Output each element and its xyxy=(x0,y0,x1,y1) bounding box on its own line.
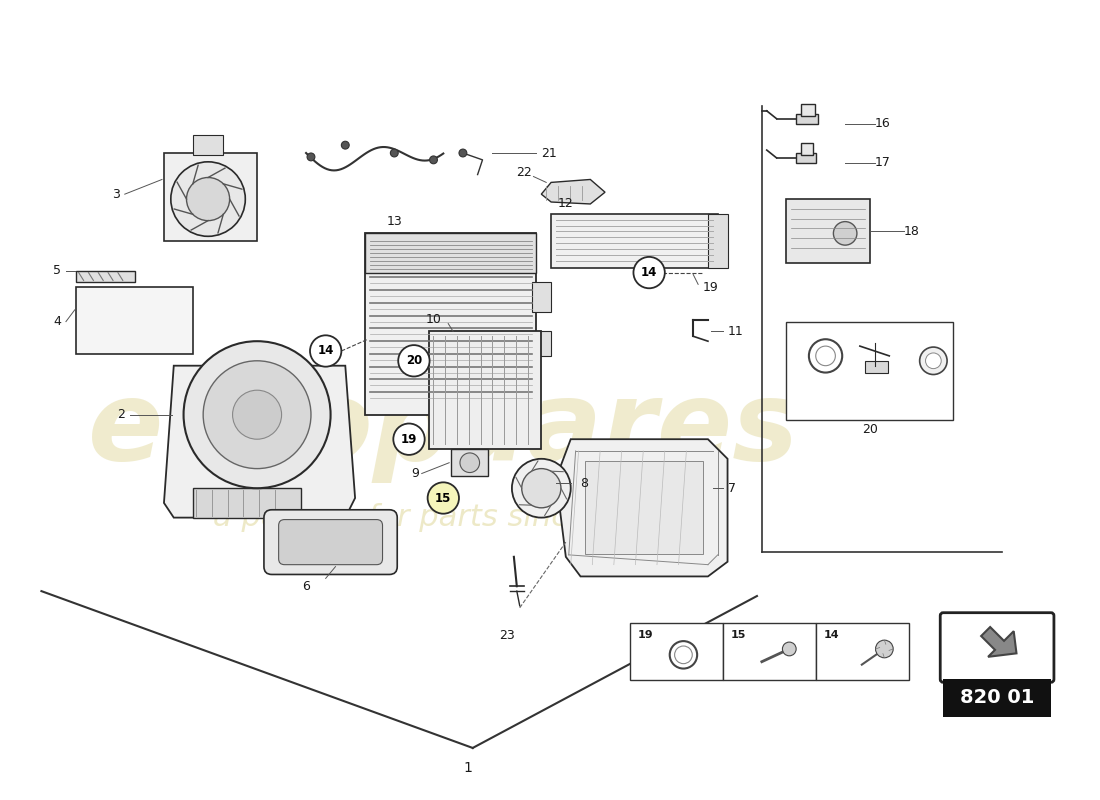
Text: 5: 5 xyxy=(53,264,60,277)
Text: 21: 21 xyxy=(541,146,557,159)
Bar xyxy=(629,623,723,680)
Bar xyxy=(194,135,223,155)
Bar xyxy=(708,214,727,268)
Bar xyxy=(451,449,488,477)
Text: 17: 17 xyxy=(874,156,890,170)
Text: 12: 12 xyxy=(558,198,574,210)
Bar xyxy=(796,153,816,163)
Bar xyxy=(801,143,813,155)
Circle shape xyxy=(808,339,843,373)
Bar xyxy=(796,114,817,123)
Text: 19: 19 xyxy=(703,281,718,294)
Text: 8: 8 xyxy=(581,477,589,490)
Text: 14: 14 xyxy=(824,630,839,640)
Text: 15: 15 xyxy=(436,491,451,505)
Text: 13: 13 xyxy=(386,215,403,228)
Text: 19: 19 xyxy=(400,433,417,446)
Circle shape xyxy=(170,162,245,236)
Circle shape xyxy=(310,335,341,366)
Text: 9: 9 xyxy=(411,467,419,480)
Circle shape xyxy=(428,482,459,514)
Circle shape xyxy=(834,222,857,245)
Bar xyxy=(786,199,870,262)
Bar xyxy=(365,234,537,414)
Text: 6: 6 xyxy=(302,580,310,593)
Text: europaares: europaares xyxy=(88,376,799,483)
Text: 820 01: 820 01 xyxy=(960,689,1034,707)
Circle shape xyxy=(634,257,664,288)
Polygon shape xyxy=(981,627,1016,657)
Bar xyxy=(786,322,953,420)
Text: 10: 10 xyxy=(426,313,441,326)
Circle shape xyxy=(394,423,425,455)
Circle shape xyxy=(876,640,893,658)
Circle shape xyxy=(184,341,331,488)
Text: 20: 20 xyxy=(861,423,878,436)
Bar xyxy=(943,679,1050,717)
Text: 14: 14 xyxy=(641,266,658,279)
Polygon shape xyxy=(556,439,727,577)
Text: 1: 1 xyxy=(463,761,472,774)
Bar xyxy=(76,287,194,354)
Text: 19: 19 xyxy=(637,630,653,640)
Circle shape xyxy=(341,142,349,149)
Circle shape xyxy=(307,153,315,161)
Bar xyxy=(865,361,889,373)
Circle shape xyxy=(459,149,466,157)
FancyBboxPatch shape xyxy=(940,613,1054,682)
Text: 15: 15 xyxy=(730,630,746,640)
Circle shape xyxy=(920,347,947,374)
Bar xyxy=(429,331,541,449)
FancyBboxPatch shape xyxy=(264,510,397,574)
Bar xyxy=(551,214,717,268)
Circle shape xyxy=(925,353,942,369)
Text: 2: 2 xyxy=(117,408,124,422)
Text: 11: 11 xyxy=(727,325,744,338)
Bar xyxy=(365,234,537,273)
Text: 22: 22 xyxy=(516,166,531,179)
Circle shape xyxy=(816,346,835,366)
Circle shape xyxy=(390,149,398,157)
Circle shape xyxy=(670,641,697,669)
Text: 14: 14 xyxy=(318,345,334,358)
Circle shape xyxy=(521,469,561,508)
Polygon shape xyxy=(541,179,605,204)
Text: 7: 7 xyxy=(727,482,736,494)
Bar xyxy=(76,270,134,282)
Circle shape xyxy=(204,361,311,469)
Bar xyxy=(531,282,551,312)
Bar xyxy=(723,623,816,680)
Text: 4: 4 xyxy=(53,315,60,328)
Text: 23: 23 xyxy=(499,629,515,642)
Circle shape xyxy=(187,178,230,221)
Text: 16: 16 xyxy=(874,117,890,130)
FancyBboxPatch shape xyxy=(278,519,383,565)
Text: a passion for parts since 1985: a passion for parts since 1985 xyxy=(212,503,674,532)
Text: 20: 20 xyxy=(406,354,422,367)
Text: 3: 3 xyxy=(112,188,120,201)
Circle shape xyxy=(430,156,438,164)
Circle shape xyxy=(674,646,692,664)
Circle shape xyxy=(512,459,571,518)
Circle shape xyxy=(782,642,796,656)
Circle shape xyxy=(232,390,282,439)
Bar xyxy=(801,104,815,116)
Bar xyxy=(585,461,703,554)
Circle shape xyxy=(460,453,480,473)
Bar xyxy=(194,488,301,518)
Bar xyxy=(164,153,257,242)
Polygon shape xyxy=(164,366,355,518)
Bar xyxy=(816,623,909,680)
Text: 18: 18 xyxy=(904,225,920,238)
Bar xyxy=(531,331,551,356)
Circle shape xyxy=(398,345,430,377)
